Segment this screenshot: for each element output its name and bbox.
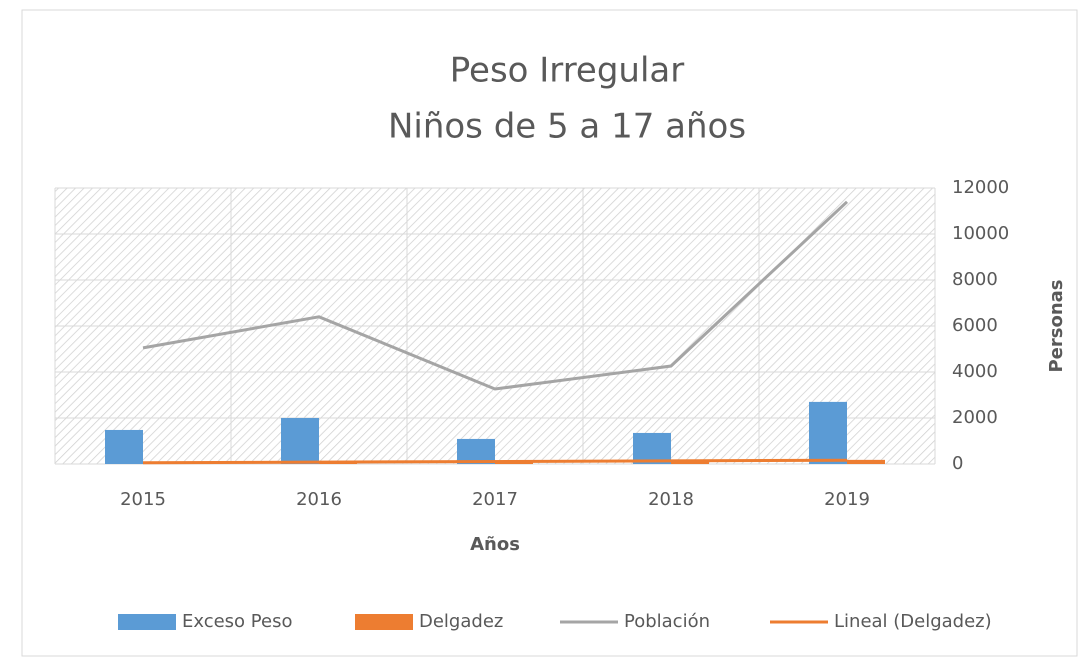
y-tick-label: 2000	[952, 407, 998, 428]
y-tick-label: 4000	[952, 361, 998, 382]
legend-label: Lineal (Delgadez)	[834, 611, 992, 632]
chart-title: Niños de 5 a 17 años	[388, 107, 746, 147]
legend-label: Exceso Peso	[182, 611, 292, 632]
legend-swatch	[355, 614, 413, 630]
trendline	[142, 458, 848, 465]
legend-swatch	[118, 614, 176, 630]
y-tick-label: 8000	[952, 269, 998, 290]
x-axis-label: Años	[470, 534, 520, 555]
bar	[847, 459, 885, 464]
y-tick-label: 12000	[952, 177, 1009, 198]
bar	[105, 429, 143, 464]
bar	[457, 438, 495, 464]
bar	[281, 418, 319, 464]
bar	[809, 401, 847, 464]
y-tick-label: 0	[952, 453, 963, 474]
x-tick-label: 2015	[120, 489, 166, 510]
y-tick-label: 6000	[952, 315, 998, 336]
chart-title: Peso Irregular	[450, 51, 685, 91]
x-tick-label: 2018	[648, 489, 694, 510]
y-axis-label: Personas	[1046, 279, 1067, 372]
bar	[633, 432, 671, 464]
y-tick-label: 10000	[952, 223, 1009, 244]
x-tick-label: 2016	[296, 489, 342, 510]
x-tick-label: 2019	[824, 489, 870, 510]
legend-label: Población	[624, 611, 710, 632]
x-tick-label: 2017	[472, 489, 518, 510]
legend-label: Delgadez	[419, 611, 503, 632]
line-series	[142, 200, 849, 391]
bar	[671, 461, 709, 464]
